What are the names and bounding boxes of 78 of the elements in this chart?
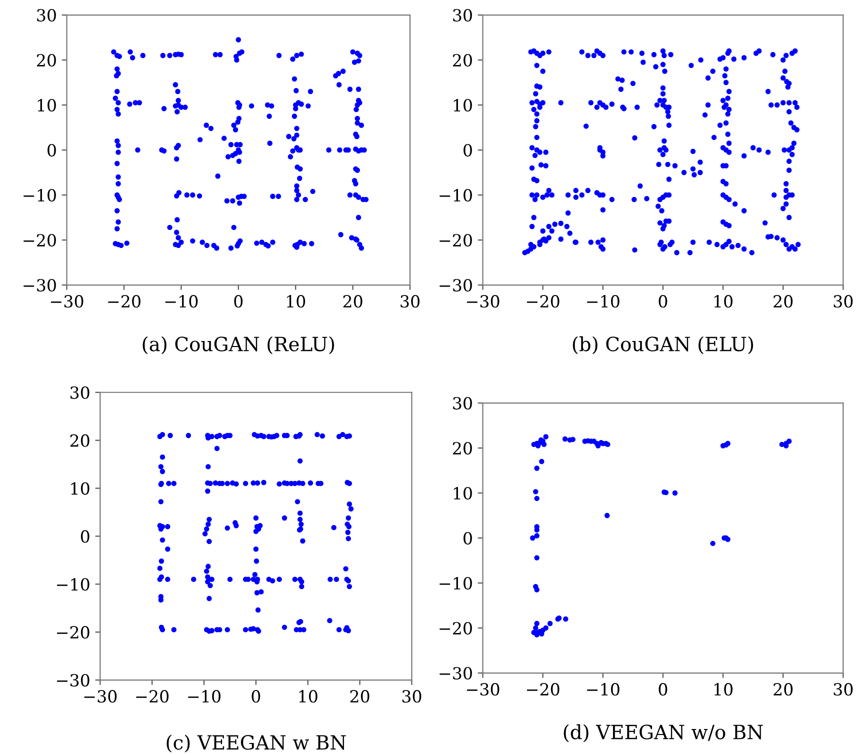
text: (c) VEEGAN w BN <box>166 734 346 752</box>
point <box>534 533 540 538</box>
y-tick-label: −20 <box>440 622 472 635</box>
x-tick-label: 0 <box>252 690 260 703</box>
point <box>534 555 540 560</box>
y-tick-label: −30 <box>440 666 472 680</box>
point <box>672 490 678 496</box>
y-tick-label: 0 <box>48 144 56 157</box>
x-tick-label: −10 <box>587 295 620 308</box>
x-tick-label: 0 <box>658 295 668 308</box>
y-tick-label: 20 <box>70 434 90 447</box>
text: (b) CouGAN (ELU) <box>572 336 754 354</box>
y-tick-label: 10 <box>71 482 90 495</box>
point <box>530 535 536 541</box>
point <box>534 466 540 471</box>
point <box>539 458 544 464</box>
y-tick-label: 20 <box>452 442 472 455</box>
point <box>533 489 538 494</box>
y-tick-label: −20 <box>57 626 90 639</box>
point <box>563 616 568 622</box>
x-tick-label: 10 <box>287 295 306 308</box>
y-tick-label: −30 <box>57 674 90 687</box>
x-tick-label: 20 <box>350 690 370 703</box>
x-tick-label: −20 <box>527 295 560 308</box>
point <box>562 436 568 442</box>
point <box>534 620 540 626</box>
y-tick-label: 30 <box>70 386 90 399</box>
point <box>710 540 716 546</box>
y-tick-label: 10 <box>454 486 472 500</box>
y-tick-label: 30 <box>453 396 472 410</box>
point <box>604 512 610 518</box>
y-tick-label: −30 <box>440 278 472 292</box>
x-tick-label: −10 <box>165 295 198 308</box>
y-tick-label: 0 <box>80 530 90 543</box>
y-tick-label: −10 <box>440 576 472 590</box>
x-tick-label: −10 <box>587 683 620 696</box>
x-tick-label: −20 <box>136 690 169 703</box>
y-tick-label: 20 <box>36 54 56 67</box>
x-tick-label: 10 <box>714 295 733 308</box>
text: (a) CouGAN (ReLU) <box>142 336 334 354</box>
point <box>570 436 576 442</box>
x-tick-label: 30 <box>834 295 853 308</box>
x-tick-label: 20 <box>343 295 362 308</box>
y-tick-label: −30 <box>24 278 56 292</box>
y-tick-label: 30 <box>37 8 56 22</box>
y-tick-label: −20 <box>24 234 56 247</box>
x-tick-label: 0 <box>658 683 668 696</box>
point <box>543 625 548 631</box>
x-tick-label: 20 <box>774 295 793 308</box>
x-tick-label: −10 <box>188 690 220 703</box>
y-tick-label: −10 <box>57 578 90 591</box>
x-tick-label: 30 <box>834 683 853 696</box>
x-tick-label: 10 <box>299 690 318 703</box>
y-tick-label: −20 <box>440 234 472 247</box>
y-tick-label: 20 <box>452 54 472 67</box>
point <box>534 496 540 502</box>
y-tick-label: 0 <box>464 144 472 157</box>
x-tick-label: 30 <box>402 690 422 703</box>
y-tick-label: 30 <box>453 8 472 22</box>
x-tick-label: 20 <box>774 683 793 696</box>
y-tick-label: −10 <box>24 188 56 202</box>
x-tick-label: 30 <box>400 295 420 308</box>
y-tick-label: 0 <box>464 532 472 545</box>
x-tick-label: −20 <box>108 295 140 308</box>
text: (d) VEEGAN w/o BN <box>564 724 763 742</box>
point <box>534 587 540 592</box>
x-tick-label: −20 <box>527 683 560 696</box>
point <box>541 442 547 448</box>
point <box>533 625 538 631</box>
point <box>547 620 553 626</box>
y-tick-label: −10 <box>440 188 472 202</box>
y-tick-label: 10 <box>38 98 56 112</box>
point <box>786 438 792 444</box>
x-tick-label: −30 <box>84 690 117 703</box>
x-tick-label: 0 <box>234 295 243 308</box>
y-tick-label: 10 <box>454 98 472 112</box>
point <box>543 434 548 440</box>
x-tick-label: 10 <box>714 683 733 696</box>
